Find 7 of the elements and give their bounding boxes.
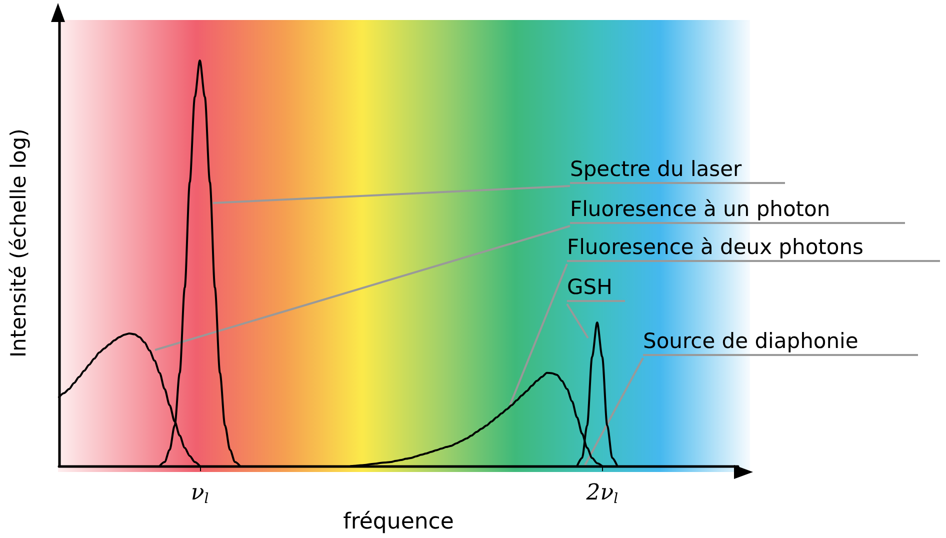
annotation: Fluoresence à deux photons [567, 234, 940, 262]
annotation: Spectre du laser [570, 156, 785, 184]
annotation: Fluoresence à un photon [570, 196, 905, 224]
annotation: GSH [567, 274, 625, 302]
annotation: Source de diaphonie [643, 328, 918, 356]
y-axis-title: Intensité (échelle log) [6, 128, 30, 358]
x-axis-title: fréquence [343, 510, 454, 534]
